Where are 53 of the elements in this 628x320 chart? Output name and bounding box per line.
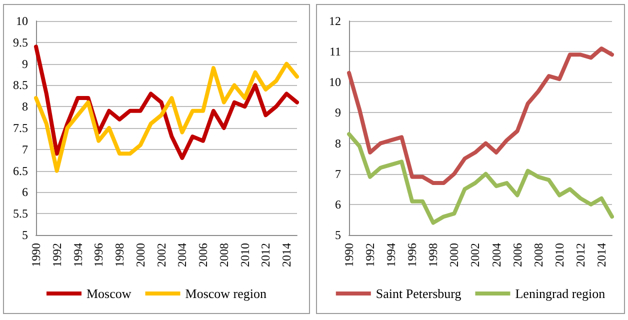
y-tick-label: 6	[335, 197, 341, 212]
y-tick-label: 10	[16, 14, 28, 28]
y-tick-label: 11	[329, 44, 341, 59]
x-tick-label: 1992	[50, 243, 64, 267]
line-series	[34, 44, 299, 160]
y-tick-label: 5	[335, 228, 341, 242]
x-tick-label: 2010	[552, 243, 566, 267]
x-tick-label: 1992	[363, 243, 378, 267]
y-tick-label: 9.5	[13, 35, 28, 50]
x-tick-label: 2002	[468, 243, 482, 267]
x-tick-label: 2000	[133, 243, 148, 267]
x-tick-label: 1998	[426, 243, 440, 267]
y-tick-label: 12	[329, 14, 341, 28]
x-tick-label: 2004	[175, 243, 190, 267]
x-tick-label: 2010	[238, 243, 252, 267]
x-tick-label: 1998	[112, 243, 127, 267]
legend-label: Saint Petersburg	[376, 286, 462, 301]
legend-label: Moscow region	[185, 286, 268, 301]
x-tick-label: 1990	[29, 243, 43, 267]
x-tick-label: 2000	[447, 243, 462, 267]
x-tick-label: 2006	[196, 243, 210, 267]
x-tick-label: 2004	[489, 243, 504, 267]
y-tick-label: 5	[22, 228, 28, 242]
y-tick-label: 8	[22, 100, 28, 114]
x-tick-label: 2008	[216, 243, 231, 267]
x-tick-label: 2014	[280, 243, 294, 267]
x-tick-label: 2008	[531, 243, 546, 267]
line-series	[347, 46, 614, 186]
y-tick-label: 7	[335, 166, 341, 181]
legend-label: Moscow	[86, 286, 132, 301]
x-tick-label: 2014	[594, 243, 608, 267]
x-tick-label: 1996	[92, 243, 106, 267]
x-tick-label: 1990	[342, 243, 356, 267]
legend-label: Leningrad region	[515, 286, 606, 301]
x-tick-label: 1994	[70, 243, 85, 267]
y-tick-label: 10	[329, 75, 341, 90]
y-tick-label: 8	[335, 136, 341, 150]
y-tick-label: 7.5	[13, 121, 28, 135]
x-tick-label: 2012	[573, 243, 588, 267]
x-tick-label: 2002	[154, 243, 168, 267]
y-tick-label: 9	[22, 56, 28, 71]
line-series	[347, 132, 614, 225]
y-tick-label: 5.5	[13, 206, 28, 221]
x-tick-label: 1996	[405, 243, 420, 267]
x-tick-label: 2006	[510, 243, 524, 267]
y-tick-label: 7	[22, 142, 28, 156]
x-tick-label: 2012	[258, 243, 273, 267]
y-tick-label: 6	[22, 185, 28, 200]
y-tick-label: 8.5	[13, 78, 28, 92]
y-tick-label: 9	[335, 106, 341, 120]
line-series	[34, 62, 299, 173]
x-tick-label: 1994	[384, 243, 398, 267]
y-tick-label: 6.5	[13, 164, 28, 178]
